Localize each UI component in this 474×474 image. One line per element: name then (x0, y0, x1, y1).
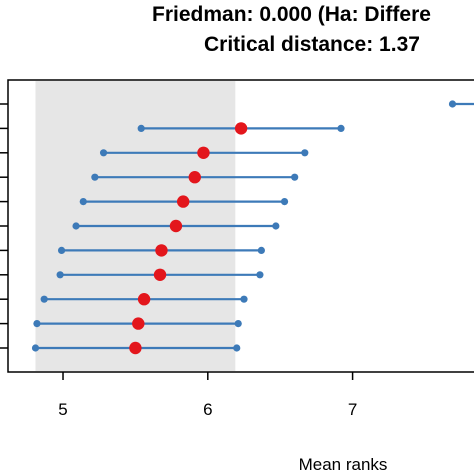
mean-rank-point (234, 122, 248, 135)
interval-low-point (56, 271, 64, 279)
interval-low-point (57, 246, 66, 254)
mean-rank-point (197, 146, 210, 159)
series-row (448, 100, 474, 108)
interval-low-point (448, 100, 457, 108)
series-row (57, 244, 265, 257)
interval-high-point (257, 246, 265, 254)
mean-rank-point (129, 341, 142, 355)
series-row (137, 122, 345, 135)
x-axis-label: Mean ranks (299, 455, 388, 474)
interval-low-point (137, 124, 145, 132)
series-row (33, 317, 242, 330)
mean-rank-point (155, 244, 168, 257)
series-row (79, 195, 289, 208)
interval-low-point (72, 222, 80, 230)
series-row (99, 146, 309, 159)
interval-high-point (337, 124, 345, 132)
chart-title-line: Critical distance: 1.37 (204, 33, 420, 56)
interval-high-point (280, 198, 289, 206)
series-row (31, 341, 241, 355)
interval-low-point (79, 198, 87, 206)
interval-low-point (99, 149, 108, 157)
mean-rank-point (153, 268, 167, 281)
interval-low-point (91, 173, 99, 181)
interval-high-point (301, 149, 309, 157)
interval-high-point (256, 271, 264, 279)
chart-title-line: Friedman: 0.000 (Ha: Differe (152, 3, 431, 26)
mean-rank-point (176, 195, 190, 208)
x-tick-label: 5 (58, 400, 67, 419)
series-row (72, 219, 280, 233)
interval-low-point (31, 344, 40, 352)
interval-low-point (40, 295, 48, 303)
series-row (56, 268, 264, 281)
mean-rank-point (137, 293, 151, 306)
x-tick-label: 7 (348, 400, 357, 419)
mean-rank-point (188, 171, 201, 184)
mean-rank-point (169, 219, 183, 233)
interval-high-point (240, 295, 248, 303)
mean-rank-point (132, 317, 145, 330)
interval-high-point (234, 320, 242, 328)
interval-high-point (291, 173, 299, 181)
interval-low-point (33, 320, 41, 328)
interval-high-point (233, 344, 241, 352)
x-tick-label: 6 (203, 400, 212, 419)
series-row (91, 171, 299, 184)
series-row (40, 293, 248, 306)
interval-high-point (272, 222, 280, 230)
